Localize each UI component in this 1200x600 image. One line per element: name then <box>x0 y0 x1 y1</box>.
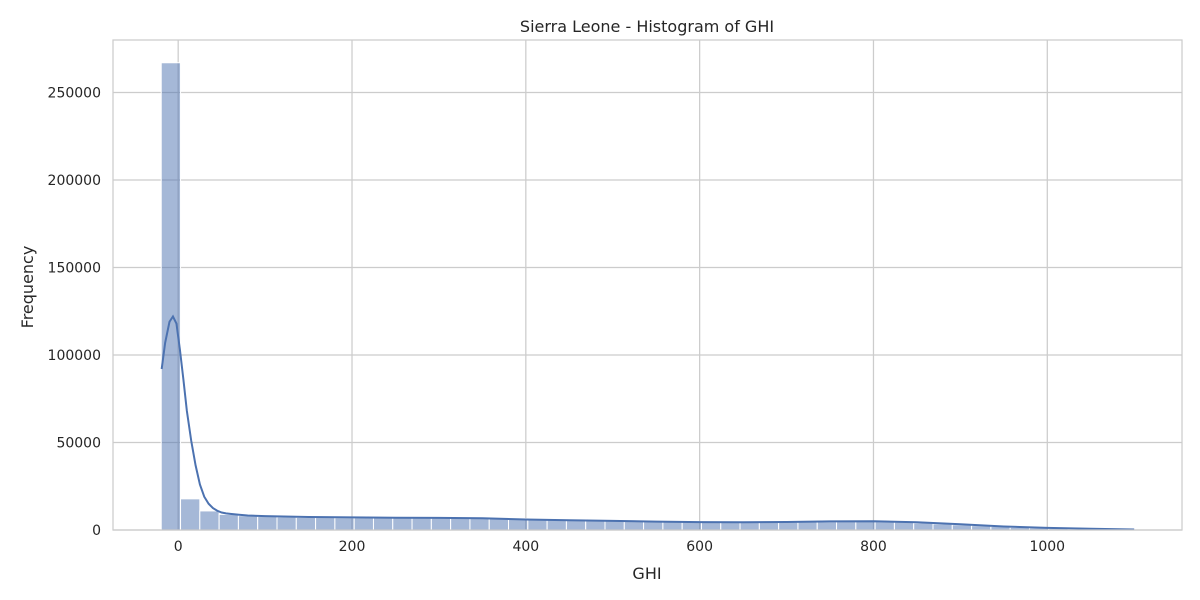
y-tick-label: 250000 <box>48 86 101 102</box>
histogram-bar <box>816 521 838 531</box>
histogram-bar <box>932 523 953 531</box>
histogram-bar <box>334 517 355 531</box>
histogram-bar <box>565 519 587 531</box>
x-tick-label: 0 <box>174 539 183 555</box>
y-tick-label: 200000 <box>48 173 101 189</box>
histogram-bar <box>430 517 452 531</box>
histogram-bar <box>874 521 895 531</box>
y-axis-label: Frequency <box>18 246 37 329</box>
histogram-bar <box>257 516 278 531</box>
histogram-bar <box>604 520 625 531</box>
histogram-bar <box>180 498 201 531</box>
histogram-bar <box>778 521 799 531</box>
histogram-bar <box>739 521 760 531</box>
x-axis-label: GHI <box>632 564 661 583</box>
x-tick-label: 400 <box>512 539 539 555</box>
histogram-bar <box>372 517 394 531</box>
histogram-bar <box>237 515 259 531</box>
histogram-bar <box>662 521 683 531</box>
histogram-bar <box>700 521 722 531</box>
histogram-bar <box>623 520 645 531</box>
histogram-bar <box>295 516 317 531</box>
y-tick-label: 0 <box>92 523 101 539</box>
chart-title: Sierra Leone - Histogram of GHI <box>520 17 774 36</box>
histogram-bar <box>199 510 220 531</box>
histogram-bar <box>585 520 606 531</box>
x-tick-labels: 0 200 400 600 800 1000 <box>174 539 1065 555</box>
histogram-bar <box>392 517 413 531</box>
x-tick-label: 800 <box>860 539 887 555</box>
x-tick-label: 600 <box>686 539 713 555</box>
histogram-bar <box>160 62 182 531</box>
histogram-bar <box>855 520 876 531</box>
histogram-bar <box>218 513 239 531</box>
x-tick-label: 1000 <box>1029 539 1065 555</box>
y-tick-label: 150000 <box>48 261 101 277</box>
histogram-bar <box>797 521 818 531</box>
histogram-bar <box>276 516 297 531</box>
histogram-bar <box>681 521 702 531</box>
y-tick-label: 50000 <box>56 436 101 452</box>
kde-curve <box>160 314 1135 531</box>
histogram-bar <box>720 521 741 531</box>
histogram-bar <box>643 521 664 531</box>
histogram-bar <box>353 517 374 531</box>
histogram-bar <box>315 517 336 531</box>
histogram-bar <box>893 521 915 531</box>
y-tick-label: 100000 <box>48 348 101 364</box>
histogram-bar <box>469 517 490 531</box>
histogram-bar <box>488 517 510 531</box>
histogram-bar <box>411 517 432 531</box>
axes-frame <box>112 39 1183 531</box>
histogram-bar <box>758 521 780 531</box>
histogram-bar <box>450 517 471 531</box>
x-tick-label: 200 <box>339 539 366 555</box>
histogram-bars <box>160 62 1127 531</box>
histogram-bar <box>913 522 934 531</box>
histogram-bar <box>836 521 857 531</box>
y-tick-labels: 0 50000 100000 150000 200000 250000 <box>48 86 101 540</box>
